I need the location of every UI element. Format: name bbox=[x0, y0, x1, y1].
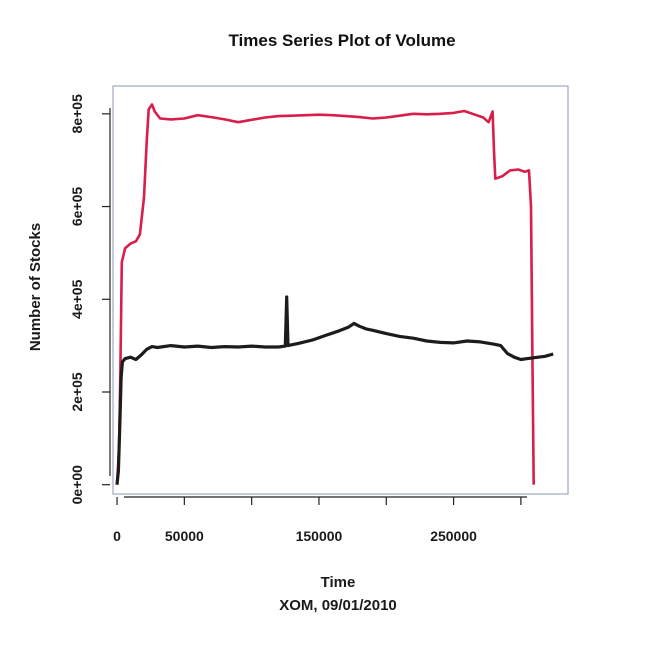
x-tick-label: 50000 bbox=[165, 528, 204, 544]
series-line-1 bbox=[115, 103, 535, 485]
y-tick-label: 8e+05 bbox=[69, 94, 85, 134]
y-tick-label: 6e+05 bbox=[69, 187, 85, 227]
chart-subtitle: XOM, 09/01/2010 bbox=[279, 597, 397, 614]
chart-title: Times Series Plot of Volume bbox=[228, 31, 455, 50]
plot-area bbox=[112, 85, 569, 495]
x-tick-label: 250000 bbox=[430, 528, 477, 544]
series-line-2 bbox=[115, 295, 554, 485]
y-tick-label: 4e+05 bbox=[69, 279, 85, 319]
x-ticks: 0 50000 150000 250000 bbox=[113, 497, 522, 544]
y-ticks: 0e+00 2e+05 4e+05 6e+05 8e+05 bbox=[69, 94, 110, 504]
x-tick-label: 150000 bbox=[296, 528, 343, 544]
y-tick-label: 2e+05 bbox=[69, 372, 85, 412]
x-tick-label: 0 bbox=[113, 528, 121, 544]
y-tick-label: 0e+00 bbox=[69, 465, 85, 505]
x-axis-label: Time bbox=[321, 574, 356, 591]
y-axis-label: Number of Stocks bbox=[27, 223, 44, 351]
series-layer bbox=[115, 103, 554, 485]
